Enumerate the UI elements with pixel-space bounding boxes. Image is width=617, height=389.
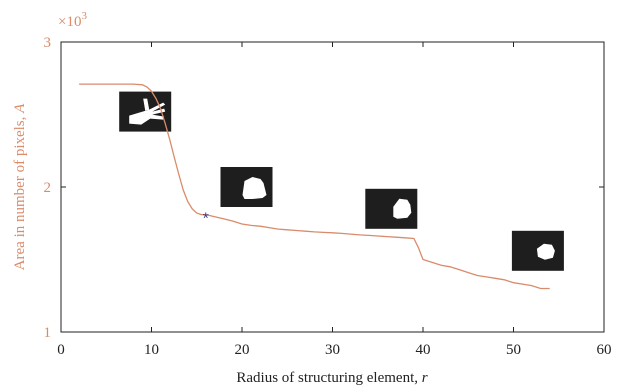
inset-partial-fist [365, 188, 418, 229]
x-tick-label: 20 [235, 342, 250, 358]
y-axis-ticks: 1 2 3 [44, 35, 604, 341]
y-axis-label-text: Area in number of pixels, [12, 113, 28, 270]
multiplier-exponent: 3 [81, 10, 87, 22]
inset-round-blob [511, 230, 564, 271]
inset-closed-fist [220, 167, 273, 207]
x-tick-label: 30 [325, 342, 340, 358]
y-tick-label: 1 [44, 325, 52, 341]
inset-images [119, 91, 564, 271]
inset-shape-full-hand [129, 98, 166, 125]
inset-full-hand [119, 91, 172, 132]
y-axis-multiplier: ×103 [58, 10, 87, 30]
y-axis-label: Area in number of pixels, A [12, 103, 28, 270]
x-axis-label-variable: r [422, 370, 428, 386]
x-axis-ticks: 0 10 20 30 40 50 60 [57, 42, 612, 358]
y-tick-label: 2 [44, 180, 52, 196]
y-tick-label: 3 [44, 35, 52, 51]
inset-shape-partial-fist [393, 198, 412, 219]
data-marker: * [203, 211, 209, 228]
x-tick-label: 10 [144, 342, 159, 358]
x-tick-label: 50 [506, 342, 521, 358]
inset-shape-round-blob [536, 243, 555, 260]
y-axis-label-variable: A [12, 103, 28, 114]
x-tick-label: 0 [57, 342, 65, 358]
x-tick-label: 40 [416, 342, 431, 358]
x-axis-label: Radius of structuring element, r [236, 370, 427, 386]
inset-shape-closed-fist [242, 177, 267, 199]
area-series-line [79, 83, 550, 290]
x-axis-label-text: Radius of structuring element, [236, 370, 421, 386]
multiplier-base: ×10 [58, 14, 81, 30]
x-tick-label: 60 [597, 342, 612, 358]
